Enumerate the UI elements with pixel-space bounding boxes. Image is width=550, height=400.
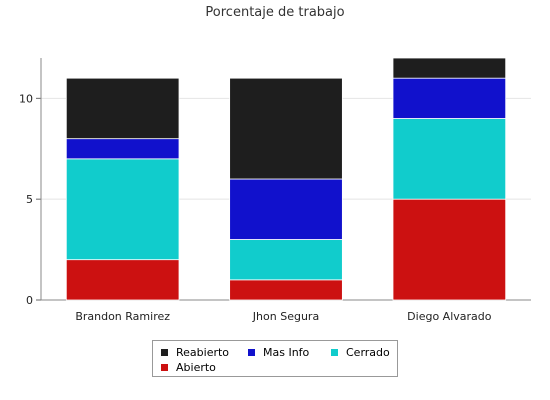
bar-segment [229, 77, 343, 180]
chart-title: Porcentaje de trabajo [205, 5, 345, 20]
y-tick-label: 0 [26, 294, 33, 307]
legend-item: Reabierto [161, 346, 229, 359]
legend-item: Abierto [161, 361, 216, 374]
x-tick-label: Brandon Ramirez [75, 310, 170, 323]
bar-segment [65, 77, 180, 140]
bar-segment [229, 239, 343, 281]
bar-segment [65, 259, 180, 301]
legend-swatch [161, 349, 168, 356]
bar-segment [229, 178, 343, 240]
bar-segment [392, 198, 507, 301]
legend-item: Mas Info [248, 346, 309, 359]
bar-segment [392, 118, 507, 200]
legend-swatch [248, 349, 255, 356]
bar-segment [392, 77, 507, 119]
legend-label: Reabierto [176, 346, 230, 359]
x-tick-label: Diego Alvarado [407, 310, 492, 323]
legend-label: Cerrado [346, 346, 390, 359]
y-tick-label: 10 [19, 92, 33, 105]
bar-segment [65, 138, 180, 160]
legend-label: Abierto [176, 361, 216, 374]
legend-swatch [331, 349, 338, 356]
legend-label: Mas Info [263, 346, 310, 359]
chart-legend: Reabierto Mas Info Cerrado Abierto [152, 340, 398, 377]
y-tick-label: 5 [26, 193, 33, 206]
legend-swatch [161, 364, 168, 371]
bar-segment [392, 57, 507, 79]
bar-segment [65, 158, 180, 261]
x-tick-label: Jhon Segura [252, 310, 319, 323]
bar-segment [229, 279, 343, 301]
legend-item: Cerrado [331, 346, 390, 359]
